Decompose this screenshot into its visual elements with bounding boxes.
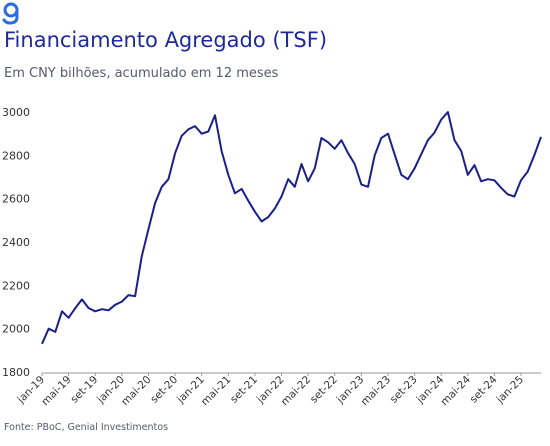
chart-subtitle: Em CNY bilhões, acumulado em 12 meses <box>4 66 279 81</box>
tsf-series-line <box>41 111 542 345</box>
source-note: Fonte: PBoC, Genial Investimentos <box>4 422 169 433</box>
x-axis: jan-19mai-19set-19jan-20mai-20set-20jan-… <box>14 372 541 408</box>
x-tick-label: set-20 <box>148 374 180 406</box>
x-tick-label: mai-24 <box>438 373 473 408</box>
y-axis: 1800 2000 2200 2400 2600 2800 3000 <box>2 106 30 379</box>
x-tick-label: set-23 <box>388 374 420 406</box>
y-tick-label: 2400 <box>2 236 30 249</box>
y-tick-label: 2000 <box>2 323 30 336</box>
x-tick-label: mai-23 <box>359 374 393 408</box>
x-tick-label: set-22 <box>308 374 340 406</box>
plot-area <box>41 111 542 345</box>
x-tick-label: set-24 <box>468 373 500 405</box>
tsf-line-chart: 1800 2000 2200 2400 2600 2800 3000 jan-19mai-1… <box>2 106 542 408</box>
y-tick-label: 2600 <box>2 193 30 206</box>
x-tick-label: mai-20 <box>119 374 153 408</box>
x-tick-label: mai-21 <box>199 374 233 408</box>
genial-logo-icon <box>2 2 19 25</box>
x-tick-label: mai-19 <box>39 374 73 408</box>
y-tick-label: 2800 <box>2 149 30 162</box>
x-tick-label: set-19 <box>68 374 100 406</box>
chart-title: Financiamento Agregado (TSF) <box>4 28 328 52</box>
x-tick-label: mai-22 <box>279 374 313 408</box>
x-tick-label: set-21 <box>228 374 260 406</box>
x-tick-label: jan-25 <box>494 374 527 407</box>
y-tick-label: 1800 <box>2 366 30 379</box>
y-tick-label: 2200 <box>2 279 30 292</box>
y-tick-label: 3000 <box>2 106 30 119</box>
